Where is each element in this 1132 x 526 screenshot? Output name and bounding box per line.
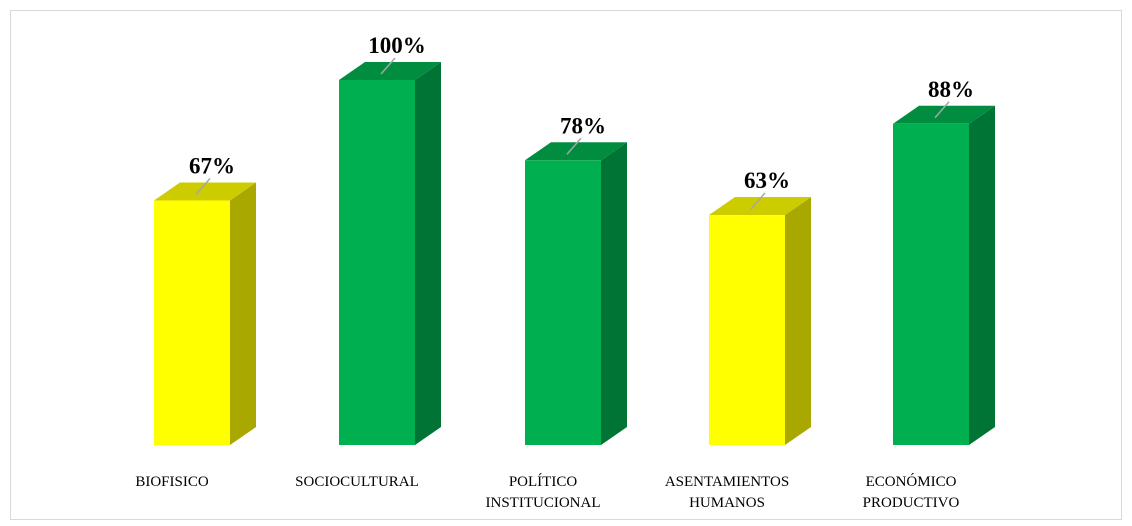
bar-side [230,182,256,445]
leader-line [195,177,211,195]
value-label: 100% [368,33,426,58]
bar-side [415,62,441,445]
x-tick-label-line: SOCIOCULTURAL [295,474,419,490]
x-tick-label: POLÍTICO INSTITUCIONAL [486,473,601,511]
bar [525,160,601,446]
leader-line [934,101,950,119]
bar-side [601,142,627,446]
bar-top [893,105,995,124]
bar [893,123,969,446]
value-label: 78% [560,113,606,138]
x-tick-label: SOCIOCULTURAL [295,474,419,490]
bar-side [785,197,811,445]
bar [339,80,415,445]
value-label: 67% [189,153,235,178]
value-label: 88% [928,77,974,102]
x-tick-label-line: ECONÓMICO [866,473,957,490]
x-tick-label-line: PRODUCTIVO [863,495,960,511]
x-tick-label-line: INSTITUCIONAL [486,495,601,511]
value-label: 63% [744,168,790,193]
bar-top [154,182,256,201]
bar [154,200,230,445]
leader-line [750,192,766,210]
bar-top [709,197,811,216]
x-tick-label: ASENTAMIENTOS HUMANOS [665,474,789,511]
leader-line [566,137,582,155]
bar-side [969,105,995,446]
bar-top [525,142,627,161]
bar [709,215,785,445]
x-tick-label-line: POLÍTICO [509,473,577,490]
leader-line [380,57,396,75]
x-tick-label: BIOFISICO [135,474,209,490]
x-tick-label-line: BIOFISICO [135,474,209,490]
x-tick-label-line: ASENTAMIENTOS [665,474,789,490]
x-tick-label-line: HUMANOS [689,495,765,511]
x-tick-label: ECONÓMICO PRODUCTIVO [863,473,960,511]
bar-top [339,62,441,80]
